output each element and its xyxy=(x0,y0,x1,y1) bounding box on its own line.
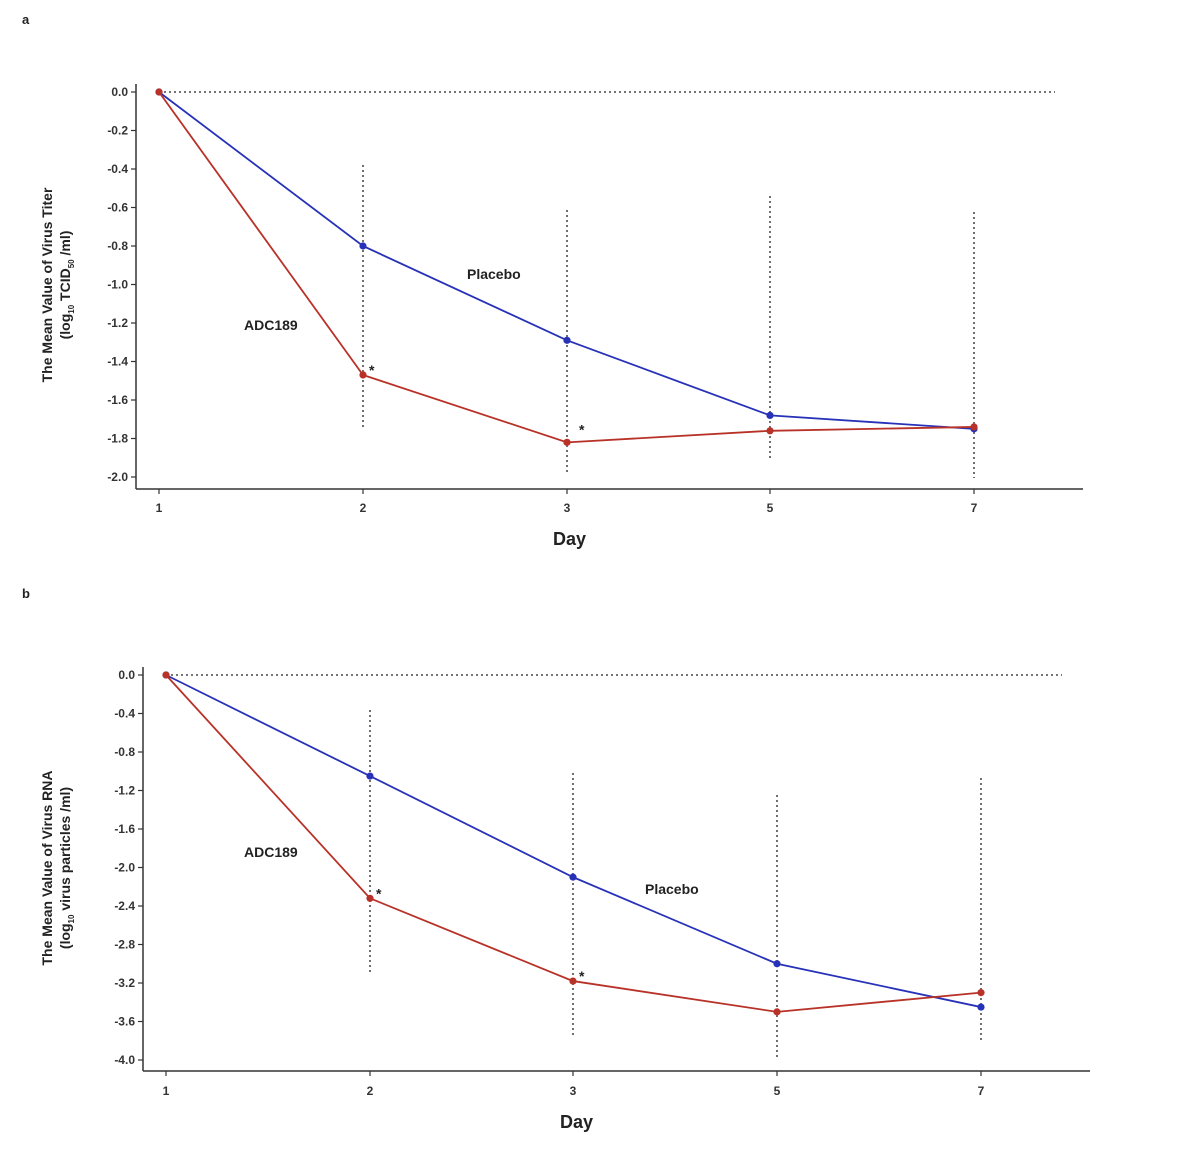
y-axis-title-part: 50 xyxy=(67,259,76,268)
data-point-adc189 xyxy=(970,423,978,431)
x-tick-label: 3 xyxy=(564,501,571,515)
series-label-adc189: ADC189 xyxy=(244,844,298,860)
data-point-adc189 xyxy=(977,989,985,997)
series-line-adc189 xyxy=(158,91,975,444)
y-tick-label: -1.8 xyxy=(107,432,128,446)
x-axis-title: Day xyxy=(560,1112,593,1132)
y-tick-label: -0.6 xyxy=(107,201,128,215)
data-point-adc189 xyxy=(773,1008,781,1016)
y-tick-label: -2.8 xyxy=(114,938,135,952)
x-axis-title: Day xyxy=(553,529,586,549)
y-axis-title-part: TCID xyxy=(57,268,73,305)
y-tick-label: -0.2 xyxy=(107,124,128,138)
significance-star: * xyxy=(369,362,375,378)
y-axis-title-part: (log xyxy=(57,923,73,949)
significance-star: * xyxy=(579,968,585,984)
x-tick-label: 3 xyxy=(570,1084,577,1098)
data-point-placebo xyxy=(359,242,367,250)
y-tick-label: -3.6 xyxy=(114,1015,135,1029)
y-axis-title-part: 10 xyxy=(67,914,76,923)
y-tick-label: -1.2 xyxy=(114,784,135,798)
y-tick-label: -0.8 xyxy=(114,745,135,759)
y-axis-title-part: virus particles /ml) xyxy=(57,787,73,915)
y-tick-label: 0.0 xyxy=(118,668,135,682)
series-label-placebo: Placebo xyxy=(467,266,521,282)
data-point-adc189 xyxy=(162,671,170,679)
series-label-adc189: ADC189 xyxy=(244,317,298,333)
y-axis-title-line1: The Mean Value of Virus RNA xyxy=(39,770,55,965)
y-axis-title-part: (log xyxy=(57,314,73,340)
y-tick-label: -0.4 xyxy=(107,162,128,176)
y-tick-label: -1.6 xyxy=(114,822,135,836)
x-tick-label: 1 xyxy=(163,1084,170,1098)
significance-star: * xyxy=(579,421,585,437)
panel-letter: a xyxy=(22,12,30,27)
x-tick-label: 2 xyxy=(367,1084,374,1098)
y-tick-label: -1.4 xyxy=(107,355,128,369)
data-point-placebo xyxy=(366,772,374,780)
data-point-placebo xyxy=(773,960,781,968)
y-tick-label: -2.4 xyxy=(114,899,135,913)
y-tick-label: -1.0 xyxy=(107,278,128,292)
x-tick-label: 5 xyxy=(774,1084,781,1098)
x-tick-label: 7 xyxy=(978,1084,985,1098)
series-label-placebo: Placebo xyxy=(645,881,699,897)
y-axis-title-line1: The Mean Value of Virus Titer xyxy=(39,187,55,382)
x-tick-label: 7 xyxy=(971,501,978,515)
series-line-placebo xyxy=(165,674,982,1008)
y-axis-title-part: 10 xyxy=(67,304,76,313)
y-tick-label: -1.6 xyxy=(107,393,128,407)
panel-letter: b xyxy=(22,586,30,601)
y-tick-label: -0.4 xyxy=(114,707,135,721)
y-axis-title-line2: (log10 virus particles /ml) xyxy=(57,787,76,949)
data-point-adc189 xyxy=(569,977,577,985)
y-tick-label: -4.0 xyxy=(114,1053,135,1067)
y-axis-title-part: /ml) xyxy=(57,231,73,260)
data-point-adc189 xyxy=(155,88,163,96)
data-point-adc189 xyxy=(766,427,774,435)
data-point-placebo xyxy=(569,873,577,881)
significance-star: * xyxy=(376,885,382,901)
x-tick-label: 2 xyxy=(360,501,367,515)
chart-panel-a: a 0.0 -0.2 -0.4 -0.6 -0.8 -1.0 -1.2 -1.4 -1.6 -1.8… xyxy=(22,12,1083,549)
y-tick-label: -3.2 xyxy=(114,976,135,990)
data-point-placebo xyxy=(977,1003,985,1011)
y-tick-label: -0.8 xyxy=(107,239,128,253)
y-tick-label: -2.0 xyxy=(114,861,135,875)
data-point-adc189 xyxy=(359,371,367,379)
data-point-placebo xyxy=(766,411,774,419)
data-point-placebo xyxy=(563,336,571,344)
x-tick-label: 5 xyxy=(767,501,774,515)
y-tick-label: 0.0 xyxy=(111,85,128,99)
data-point-adc189 xyxy=(563,438,571,446)
y-axis-title-line2: (log10 TCID50 /ml) xyxy=(57,231,76,340)
y-tick-label: -1.2 xyxy=(107,316,128,330)
y-tick-label: -2.0 xyxy=(107,470,128,484)
chart-panel-b: b 0.0 -0.4 -0.8 -1.2 -1.6 -2.0 -2.4 -2.8 -3.2 -3.6… xyxy=(22,586,1090,1132)
data-point-adc189 xyxy=(366,894,374,902)
x-tick-label: 1 xyxy=(156,501,163,515)
